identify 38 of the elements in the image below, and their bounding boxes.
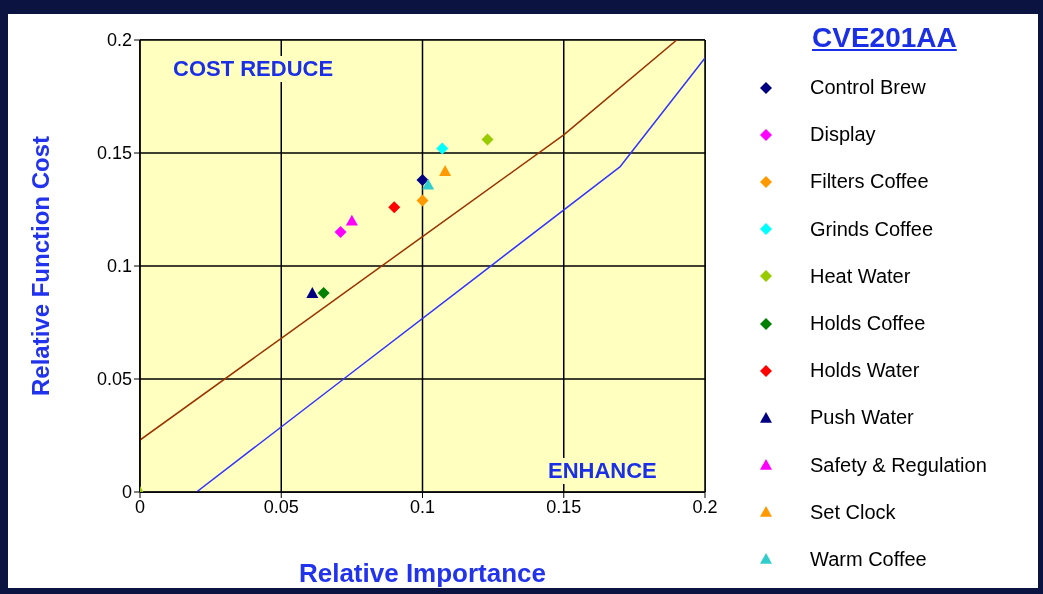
x-tick-label: 0.05 — [263, 496, 299, 517]
point — [306, 287, 319, 298]
legend-label: Filters Coffee — [810, 170, 929, 194]
x-tick-label: 0 — [134, 496, 146, 517]
x-tick-label: 0.15 — [546, 496, 582, 517]
y-tick-label: 0 — [121, 482, 132, 503]
x-tick-label: 0.1 — [409, 496, 436, 517]
legend-label: Warm Coffee — [810, 547, 927, 571]
legend-label: Display — [810, 123, 876, 147]
legend-label: Heat Water — [810, 264, 911, 288]
legend-label: Set Clock — [810, 500, 896, 524]
legend-label: Holds Water — [810, 359, 920, 383]
y-tick-label: 0.1 — [106, 256, 132, 277]
y-tick-label: 0.2 — [106, 30, 132, 51]
legend-title: CVE201AA — [812, 22, 958, 54]
point — [439, 165, 452, 176]
legend-label: Push Water — [810, 406, 914, 430]
annotation: COST REDUCE — [170, 56, 337, 82]
legend-label: Control Brew — [810, 76, 926, 100]
legend-label: Safety & Regulation — [810, 453, 987, 477]
point — [481, 133, 494, 146]
line-series — [140, 40, 678, 441]
point — [416, 174, 429, 187]
point — [422, 178, 435, 190]
point — [317, 287, 330, 300]
point — [388, 201, 401, 214]
x-axis-title: Relative Importance — [298, 558, 547, 588]
point — [345, 214, 358, 226]
y-tick-label: 0.15 — [96, 143, 132, 164]
y-tick-label: 0.05 — [96, 369, 132, 390]
point — [436, 142, 449, 155]
annotation: ENHANCE — [545, 458, 660, 484]
y-axis-title: Relative Function Cost — [26, 135, 54, 397]
legend-label: Grinds Coffee — [810, 217, 934, 241]
point — [334, 226, 347, 239]
x-tick-label: 0.2 — [692, 496, 718, 517]
legend-label: Holds Coffee — [810, 312, 926, 336]
point — [416, 194, 429, 207]
